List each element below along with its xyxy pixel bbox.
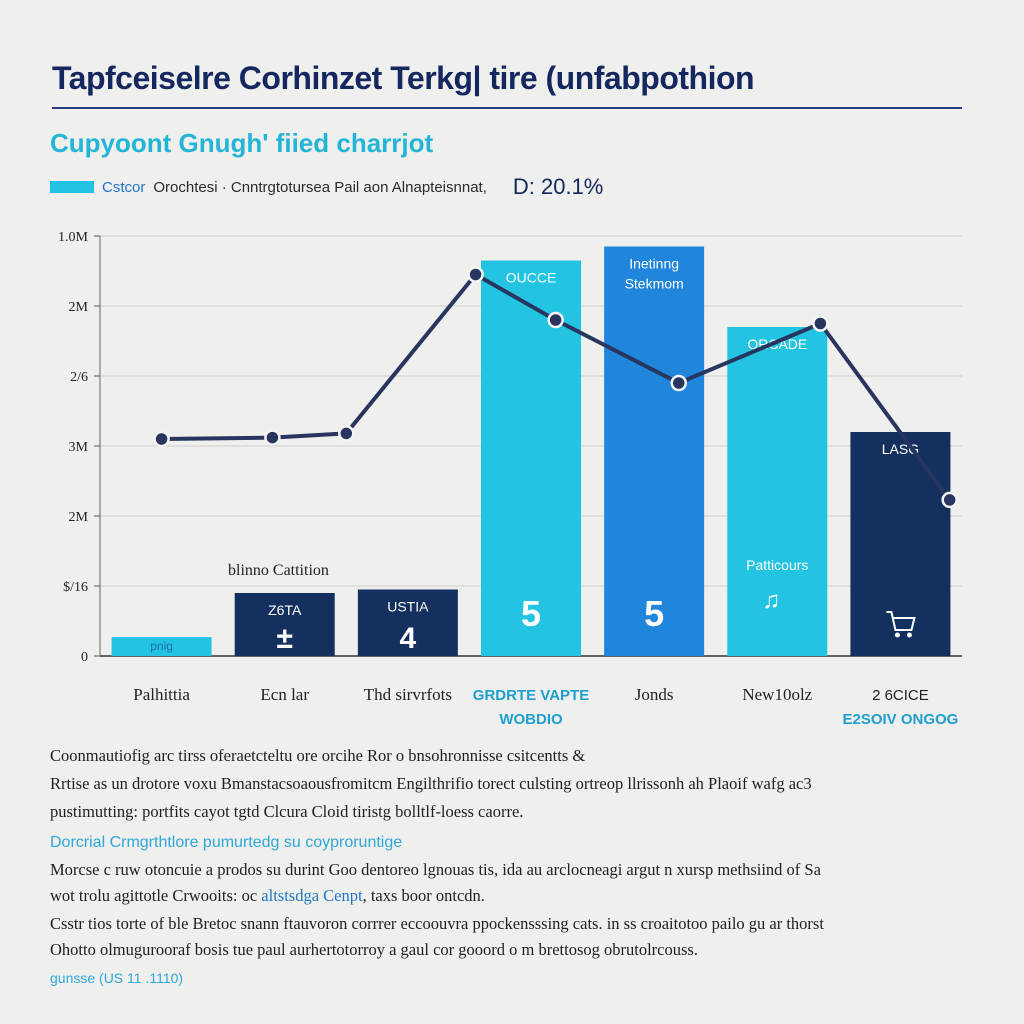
y-tick-label: 2M — [69, 300, 89, 315]
y-tick-label: 2/6 — [70, 370, 88, 385]
bar-top-label: Stekmom — [625, 276, 684, 292]
source-note: gunsse (US 11 .1110) — [50, 970, 184, 986]
bar-1 — [111, 637, 212, 656]
bar-inner-note: Patticours — [746, 557, 808, 573]
paragraph-2-line-1: Morcse c ruw otoncuie a prodos su durint… — [50, 860, 821, 879]
paragraph-2-line-2-end: , taxs boor ontcdn. — [362, 886, 485, 905]
x-tick-label: Ecn lar — [260, 685, 309, 704]
x-tick-label: Thd sirvrfots — [364, 685, 452, 704]
y-tick-label: 0 — [81, 650, 88, 665]
bar-annotation: blinno Cattition — [228, 562, 329, 579]
legend-swatch — [50, 181, 94, 193]
x-tick-label: GRDRTE VAPTE — [473, 687, 589, 704]
bar-value-label: 5 — [644, 593, 664, 634]
line-point — [467, 266, 484, 283]
bar-value-label: 4 — [400, 622, 417, 655]
cart-icon — [886, 611, 916, 638]
y-tick-label: $/16 — [63, 580, 88, 595]
title-divider — [52, 107, 962, 109]
line-point — [670, 374, 688, 392]
legend: Cstcor Orochtesi · Cnntrgtotursea Pail a… — [50, 174, 604, 199]
y-tick-label: 3M — [69, 440, 89, 455]
y-tick-label: 2M — [69, 510, 89, 525]
x-tick-label: Palhittia — [133, 685, 190, 704]
hand-icon: ♫ — [762, 587, 780, 614]
bar-value-label: ± — [276, 622, 292, 655]
x-tick-label: New10olz — [742, 685, 812, 704]
y-tick-label: 1.0M — [58, 230, 89, 245]
paragraph-2-line-2-start: wot trolu agittotle Crwooits: oc — [50, 886, 262, 905]
bar-top-label: pnig — [150, 639, 173, 653]
bar-7 — [850, 432, 951, 656]
bar-value-label: 5 — [521, 593, 541, 634]
bar-top-label: USTIA — [387, 599, 429, 615]
x-tick-sublabel: WOBDIO — [499, 711, 563, 728]
chart-title: Tapfceiselre Corhinzet Terkg| tire (unfa… — [52, 60, 755, 96]
legend-stat: D: 20.1% — [512, 174, 604, 199]
line-point — [338, 425, 355, 442]
paragraph-1-line-2: Rrtise as un drotore voxu Bmanstacsoaous… — [50, 774, 812, 793]
bar-6 — [727, 327, 828, 656]
legend-description: Orochtesi · Cnntrgtotursea Pail aon Alna… — [153, 178, 487, 196]
chart-subtitle: Cupyoont Gnugh' fiied charrjot — [50, 128, 434, 158]
paragraph-2-highlight: altstsdga Cenpt — [261, 886, 363, 905]
line-point — [812, 315, 829, 332]
legend-key: Cstcor — [102, 178, 146, 196]
section-heading: Dorcrial Crmgrthtlore pumurtedg su coypr… — [50, 834, 403, 851]
bar-top-label: OUCCE — [506, 270, 557, 286]
line-point — [153, 430, 170, 448]
line-point — [264, 429, 281, 446]
bar-5 — [604, 246, 705, 656]
x-tick-label: Jonds — [635, 685, 674, 704]
line-point — [941, 491, 958, 509]
paragraph-2-line-2: wot trolu agittotle Crwooits: oc altstsd… — [50, 886, 485, 906]
paragraph-1-line-3: pustimutting: portfits cayot tgtd Clcura… — [50, 802, 524, 821]
line-point — [547, 311, 564, 329]
paragraph-3-line-1: Csstr tios torte of ble Bretoc snann fta… — [50, 914, 824, 933]
paragraph-1-line-1: Coonmautiofig arc tirss oferaetcteltu or… — [50, 746, 586, 765]
trend-line — [161, 272, 952, 502]
bar-top-label: Z6TA — [268, 602, 302, 618]
x-tick-sublabel: E2SOIV ONGOG — [842, 711, 958, 728]
combo-chart: 0 $/16 2M 3M 2/6 2M 1.0M pnig Z6TA ± USTIA 4 OUCCE 5 I… — [58, 230, 962, 728]
bar-3 — [357, 589, 458, 656]
bar-2 — [234, 593, 335, 656]
bar-top-label: Inetinng — [629, 256, 679, 272]
paragraph-3-line-2: Ohotto olmugurooraf bosis tue paul aurhe… — [50, 940, 698, 959]
x-tick-label: 2 6CICE — [872, 687, 929, 704]
